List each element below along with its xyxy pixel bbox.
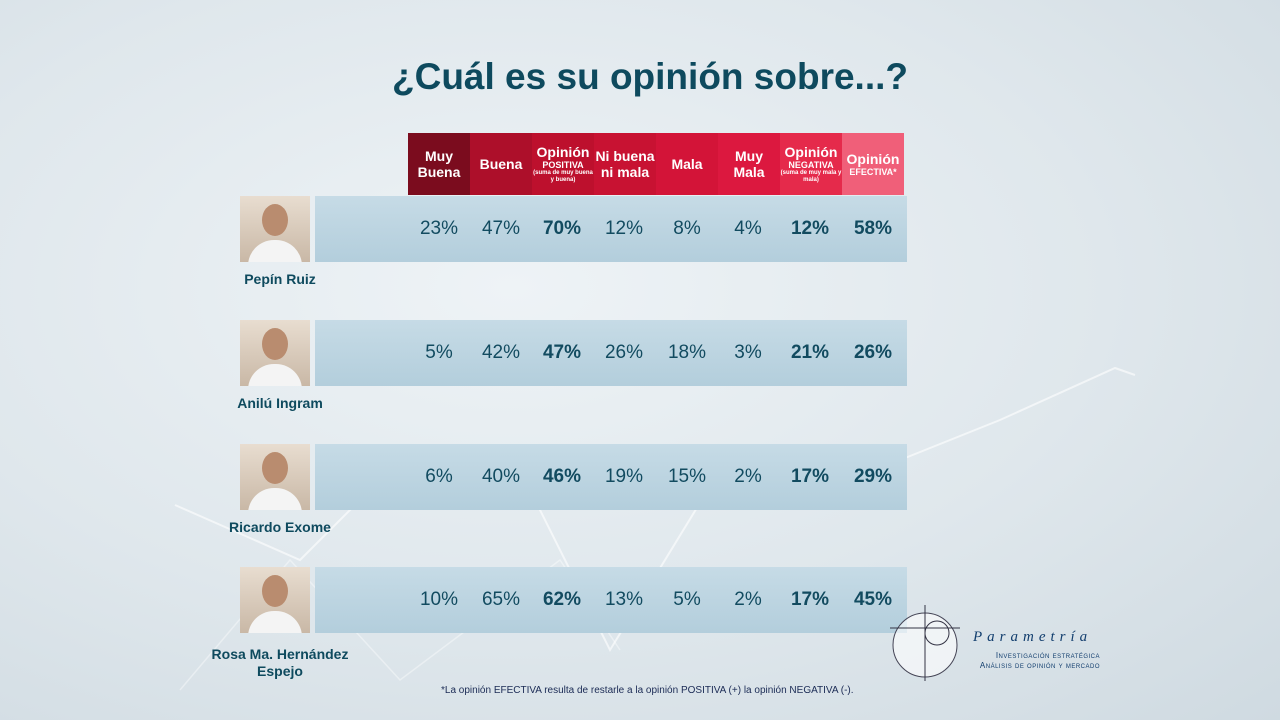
table-row: Rosa Ma. Hernández Espejo 10% 65% 62% 13% 5% 2…: [212, 567, 907, 679]
value-cell: 65%: [481, 589, 521, 610]
value-cell: 2%: [734, 466, 762, 487]
column-header-label: Opinión: [536, 144, 590, 160]
column-header-row: Muy Buena Buena Opinión POSITIVA (suma de mu…: [408, 133, 904, 195]
value-cell: 46%: [542, 466, 582, 487]
candidate-name: Pepín Ruiz: [244, 271, 316, 287]
table-row: Ricardo Exome 6% 40% 46% 19% 15% 2% 17% 29%: [229, 444, 907, 535]
value-cell: 29%: [853, 466, 893, 487]
column-header: Muy Buena: [408, 133, 470, 195]
candidate-photo: [240, 320, 310, 386]
table-row: Anilú Ingram 5% 42% 47% 26% 18% 3% 21% 26%: [237, 320, 907, 411]
column-header: Buena: [470, 133, 532, 195]
logo-face-icon: [890, 605, 960, 681]
column-header: Muy Mala: [718, 133, 780, 195]
value-cell: 21%: [790, 342, 830, 363]
column-header: Mala: [656, 133, 718, 195]
candidate-name: Anilú Ingram: [237, 395, 323, 411]
column-header-label: Opinión: [784, 144, 838, 160]
column-header-sub: POSITIVA: [542, 160, 584, 170]
value-cell: 12%: [790, 218, 830, 239]
value-cell: 17%: [790, 589, 830, 610]
value-cell: 10%: [419, 589, 459, 610]
candidate-photo: [240, 567, 310, 633]
value-cell: 62%: [542, 589, 582, 610]
value-cell: 17%: [790, 466, 830, 487]
value-cell: 23%: [419, 218, 459, 239]
column-header-label: Ni buena ni mala: [595, 148, 655, 180]
value-cell: 40%: [481, 466, 521, 487]
logo-tagline-1: Investigación estratégica: [995, 651, 1100, 660]
value-cell: 26%: [604, 342, 644, 363]
column-header-sub: NEGATIVA: [788, 160, 834, 170]
column-header: Opinión NEGATIVA (suma de muy mala y mala): [780, 133, 842, 195]
column-header: Ni buena ni mala: [594, 133, 656, 195]
parametria-logo: Parametría Investigación estratégica Aná…: [885, 603, 1105, 683]
logo-tagline-2: Análisis de opinión y mercado: [979, 661, 1100, 670]
value-cell: 13%: [604, 589, 644, 610]
column-header-sub: EFECTIVA*: [849, 167, 897, 177]
column-header-label: Muy Mala: [733, 148, 765, 180]
value-cell: 26%: [853, 342, 893, 363]
value-cell: 45%: [853, 589, 893, 610]
value-cell: 42%: [481, 342, 521, 363]
column-header-note: (suma de muy mala y mala): [780, 170, 842, 183]
value-cell: 19%: [604, 466, 644, 487]
page-title: ¿Cuál es su opinión sobre...?: [392, 56, 908, 97]
value-cell: 2%: [734, 589, 762, 610]
logo-brand: Parametría: [973, 629, 1093, 645]
candidate-photo: [240, 196, 310, 262]
value-cell: 4%: [734, 218, 762, 239]
column-header-note: (suma de muy buena y buena): [533, 170, 593, 183]
column-header-label: Muy Buena: [417, 148, 461, 180]
value-cell: 15%: [667, 466, 707, 487]
table-row: Pepín Ruiz 23% 47% 70% 12% 8% 4% 12% 58%: [240, 196, 907, 287]
value-cell: 18%: [667, 342, 707, 363]
value-cell: 8%: [673, 218, 701, 239]
value-cell: 70%: [542, 218, 582, 239]
value-cell: 5%: [425, 342, 453, 363]
column-header-label: Buena: [479, 156, 523, 172]
value-cell: 47%: [481, 218, 521, 239]
footnote: *La opinión EFECTIVA resulta de restarle…: [441, 685, 854, 696]
candidate-photo: [240, 444, 310, 510]
value-cell: 6%: [425, 466, 453, 487]
value-cell: 47%: [542, 342, 582, 363]
value-cell: 3%: [734, 342, 762, 363]
column-header: Opinión POSITIVA (suma de muy buena y buen…: [532, 133, 594, 195]
candidate-name: Ricardo Exome: [229, 519, 331, 535]
value-cell: 12%: [604, 218, 644, 239]
column-header: Opinión EFECTIVA*: [842, 133, 904, 195]
value-cell: 58%: [853, 218, 893, 239]
candidate-name: Rosa Ma. Hernández Espejo: [211, 646, 349, 679]
column-header-label: Mala: [671, 156, 703, 172]
column-header-label: Opinión: [846, 151, 900, 167]
value-cell: 5%: [673, 589, 701, 610]
